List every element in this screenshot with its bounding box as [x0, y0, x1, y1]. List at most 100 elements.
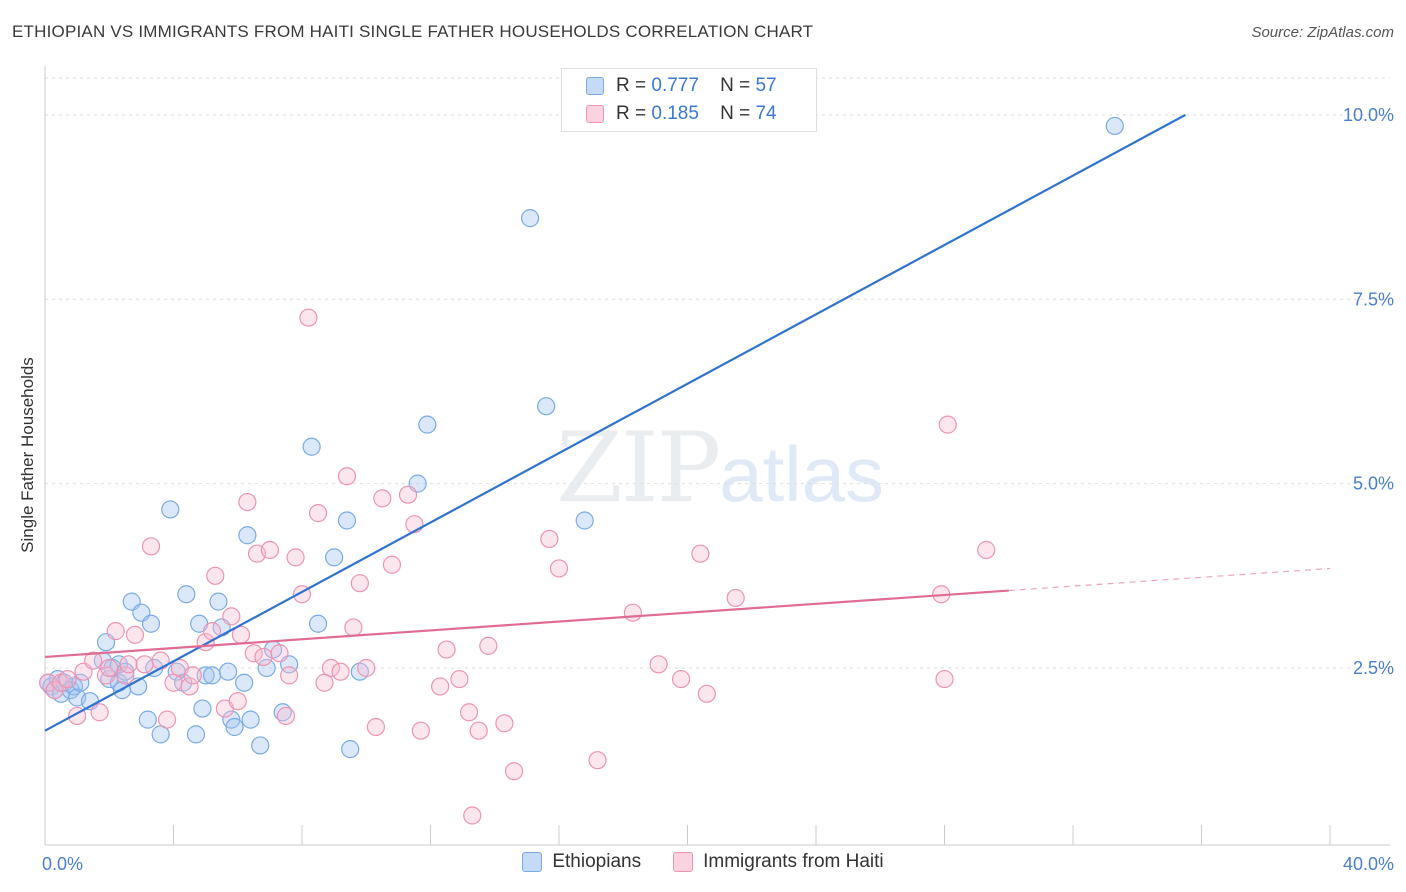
haiti-point — [116, 666, 135, 685]
haiti-point — [254, 647, 273, 667]
y-tick-label: 2.5% — [1353, 658, 1394, 678]
y-tick-label: 7.5% — [1353, 289, 1394, 309]
haiti-point — [286, 548, 305, 567]
haiti-point — [119, 655, 138, 674]
series-swatch-blue — [522, 852, 543, 872]
ethiopian-point — [238, 526, 257, 545]
haiti-point — [504, 762, 524, 781]
legend: R = 0.777 N = 57 R = 0.185 N = 74 — [561, 68, 817, 132]
ethiopian-point — [308, 614, 328, 633]
haiti-point — [411, 721, 430, 740]
haiti-point — [90, 703, 109, 722]
series-legend: Ethiopians Immigrants from Haiti — [0, 851, 1406, 873]
haiti-point — [299, 308, 318, 327]
haiti-point — [260, 540, 279, 560]
haiti-point — [308, 504, 328, 523]
haiti-point — [450, 669, 469, 689]
ethiopian-point — [209, 592, 228, 611]
haiti-point — [431, 677, 450, 696]
haiti-point — [58, 669, 77, 689]
ethiopian-point — [337, 511, 357, 530]
ethiopian-point — [537, 397, 556, 416]
ethiopian-point — [193, 699, 212, 718]
haiti-point — [366, 717, 385, 737]
haiti-point — [495, 714, 514, 733]
haiti-point — [135, 655, 154, 674]
haiti-trend-line — [44, 589, 1009, 659]
haiti-point — [437, 640, 456, 659]
haiti-point — [84, 651, 103, 670]
ethiopian-point — [418, 415, 437, 434]
haiti-point — [697, 684, 716, 703]
haiti-point — [398, 485, 418, 504]
legend-swatch-pink — [586, 105, 604, 123]
ethiopian-point — [520, 209, 540, 228]
haiti-point — [344, 618, 363, 637]
ethiopian-point — [186, 725, 206, 744]
ethiopian-point — [161, 500, 180, 519]
legend-row-haiti: R = 0.185 N = 74 — [586, 102, 777, 126]
ethiopian-point — [109, 655, 128, 674]
watermark-atlas: atlas — [719, 430, 884, 518]
ethiopian-point — [141, 614, 161, 633]
haiti-point — [100, 658, 119, 678]
legend-n-value: 57 — [755, 75, 777, 96]
x-tick-label: 0.0% — [42, 854, 83, 874]
haiti-point — [382, 555, 402, 574]
haiti-point — [270, 644, 289, 663]
haiti-point — [938, 415, 957, 434]
haiti-point — [623, 603, 642, 622]
series-legend-ethiopians: Ethiopians — [522, 851, 641, 873]
y-tick-label: 5.0% — [1353, 474, 1394, 494]
ethiopian-point — [196, 666, 215, 685]
haiti-point — [157, 710, 177, 729]
legend-swatch-blue — [586, 77, 604, 95]
haiti-point — [106, 622, 125, 641]
haiti-point — [45, 681, 64, 700]
haiti-point — [206, 566, 225, 585]
ethiopian-point — [325, 548, 344, 567]
series-legend-label: Ethiopians — [552, 851, 642, 872]
ethiopian-point — [138, 710, 157, 729]
source-label: Source: ZipAtlas.com — [1251, 24, 1394, 41]
haiti-point — [39, 673, 58, 692]
ethiopian-point — [202, 666, 222, 685]
haiti-point — [588, 751, 607, 770]
haiti-point — [238, 492, 257, 512]
ethiopian-point — [241, 710, 260, 729]
haiti-point — [350, 574, 369, 593]
haiti-point — [151, 651, 170, 670]
chart-title: ETHIOPIAN VS IMMIGRANTS FROM HAITI SINGL… — [12, 22, 814, 41]
haiti-point — [331, 662, 350, 681]
haiti-point — [977, 540, 996, 560]
haiti-point — [691, 544, 710, 563]
watermark: ZIPatlas — [556, 412, 884, 524]
haiti-point — [935, 669, 954, 689]
y-tick-label: 10.0% — [1343, 105, 1394, 125]
ethiopian-point — [177, 585, 196, 604]
ethiopian-point — [235, 673, 254, 692]
haiti-point — [141, 537, 161, 556]
series-legend-haiti: Immigrants from Haiti — [673, 851, 884, 873]
haiti-point — [469, 721, 488, 740]
haiti-point — [726, 588, 745, 608]
haiti-point — [276, 706, 296, 726]
haiti-point — [540, 529, 559, 549]
ethiopian-point — [341, 740, 360, 759]
haiti-point — [244, 644, 263, 663]
haiti-point — [180, 677, 199, 696]
ethiopian-point — [257, 658, 276, 678]
ethiopian-point — [302, 437, 321, 456]
haiti-point — [479, 636, 498, 655]
legend-r-label: R = — [616, 103, 647, 124]
haiti-point — [222, 607, 241, 626]
ethiopian-point — [251, 736, 270, 755]
legend-r-value: 0.185 — [651, 103, 699, 124]
legend-r-value: 0.777 — [651, 75, 699, 96]
haiti-point — [183, 666, 202, 685]
haiti-point — [125, 625, 145, 644]
legend-n-label: N = — [720, 75, 751, 96]
haiti-point — [228, 692, 247, 711]
haiti-point — [280, 666, 299, 685]
